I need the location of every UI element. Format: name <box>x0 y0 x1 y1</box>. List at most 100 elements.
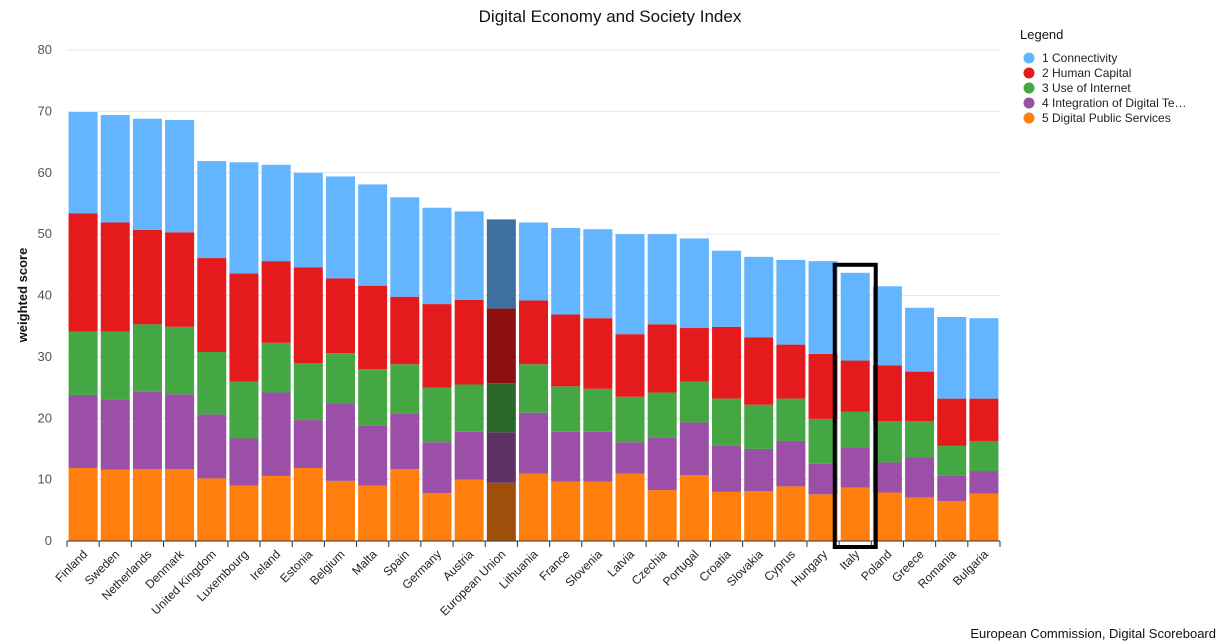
x-tick-label: Italy <box>837 547 862 572</box>
bar-segment <box>583 388 613 432</box>
bar-segment <box>165 326 195 395</box>
legend-item[interactable]: 2 Human Capital <box>1023 66 1132 80</box>
bar-stack <box>390 197 420 541</box>
y-tick-label: 70 <box>38 103 52 118</box>
bar-segment <box>615 473 645 541</box>
bar-stack <box>454 211 484 541</box>
bar-segment <box>325 480 355 541</box>
bar-segment <box>68 111 98 214</box>
y-tick-label: 60 <box>38 165 52 180</box>
bar-stack <box>261 164 291 541</box>
chart-title: Digital Economy and Society Index <box>479 7 742 26</box>
credit-text: European Commission, Digital Scoreboard <box>970 626 1216 641</box>
bar-segment <box>261 342 291 393</box>
bar-segment <box>358 184 388 286</box>
highlight-layer <box>832 262 878 549</box>
bar-segment <box>325 278 355 354</box>
bar-segment <box>165 232 195 327</box>
legend-marker <box>1023 67 1035 79</box>
y-tick-label: 40 <box>38 288 52 303</box>
bar-segment <box>840 411 870 448</box>
bar-segment <box>744 491 774 541</box>
bar-segment <box>776 486 806 541</box>
bar-segment <box>647 234 677 325</box>
bar-segment <box>551 481 581 541</box>
bar-segment <box>744 448 774 492</box>
bar-stack <box>712 250 742 541</box>
bar-segment <box>808 353 838 419</box>
bar-segment <box>229 273 259 382</box>
bar-segment <box>647 437 677 491</box>
bar-segment <box>615 396 645 443</box>
bar-segment <box>100 222 130 332</box>
bar-segment <box>390 413 420 470</box>
legend-item[interactable]: 1 Connectivity <box>1023 51 1118 65</box>
bar-segment <box>132 469 162 541</box>
bar-segment <box>486 308 516 384</box>
x-tick-label: Hungary <box>788 547 830 589</box>
bar-segment <box>647 392 677 438</box>
legend-item[interactable]: 3 Use of Internet <box>1023 81 1132 95</box>
legend-title: Legend <box>1020 27 1063 42</box>
bar-segment <box>679 381 709 423</box>
bar-segment <box>583 431 613 482</box>
bar-segment <box>132 324 162 392</box>
bar-segment <box>519 364 548 413</box>
bar-segment <box>872 286 902 366</box>
bar-segment <box>969 471 999 494</box>
bar-segment <box>615 442 645 474</box>
bar-segment <box>551 386 581 432</box>
bar-segment <box>422 442 452 494</box>
bar-segment <box>583 481 613 541</box>
x-tick-label: Slovakia <box>724 547 766 589</box>
bar-segment <box>261 261 291 343</box>
bar-stack <box>840 272 870 541</box>
bar-stack <box>905 307 935 541</box>
bar-segment <box>679 238 709 329</box>
bar-segment <box>390 469 420 541</box>
bar-segment <box>872 365 902 422</box>
legend-marker <box>1023 52 1035 64</box>
bar-segment <box>390 296 420 365</box>
bar-segment <box>100 469 130 541</box>
bar-segment <box>486 482 516 541</box>
bar-segment <box>712 398 742 446</box>
y-tick-label: 30 <box>38 349 52 364</box>
legend-item[interactable]: 4 Integration of Digital Te… <box>1023 96 1187 110</box>
highlight-box <box>832 262 878 549</box>
bar-segment <box>229 438 259 486</box>
legend-marker <box>1023 97 1035 109</box>
bar-segment <box>261 392 291 476</box>
legend-label: 5 Digital Public Services <box>1042 111 1171 125</box>
bar-segment <box>100 399 130 470</box>
x-tick-label: Malta <box>349 547 380 578</box>
y-tick-label: 80 <box>38 42 52 57</box>
bar-segment <box>969 440 999 472</box>
bar-stack <box>132 118 162 541</box>
legend-label: 1 Connectivity <box>1042 51 1117 65</box>
bar-segment <box>486 219 516 309</box>
bar-stack <box>165 119 195 541</box>
bar-stack <box>229 162 259 541</box>
bar-segment <box>905 497 935 541</box>
y-tick-label: 10 <box>38 472 52 487</box>
legend-item[interactable]: 5 Digital Public Services <box>1023 111 1171 125</box>
bar-stack <box>744 256 774 541</box>
bar-stack <box>583 229 613 541</box>
bar-segment <box>293 267 323 364</box>
bar-segment <box>100 331 130 400</box>
bar-segment <box>261 475 291 541</box>
bar-segment <box>840 272 870 361</box>
bar-segment <box>712 250 742 327</box>
bar-segment <box>969 398 999 441</box>
bar-segment <box>519 300 548 365</box>
bar-stack <box>808 261 838 541</box>
bar-segment <box>776 398 806 441</box>
bar-segment <box>551 314 581 387</box>
bar-segment <box>937 316 967 399</box>
legend-label: 2 Human Capital <box>1042 66 1131 80</box>
bar-segment <box>647 324 677 393</box>
bar-segment <box>486 383 516 433</box>
bar-segment <box>422 304 452 388</box>
legend-marker <box>1023 82 1035 94</box>
